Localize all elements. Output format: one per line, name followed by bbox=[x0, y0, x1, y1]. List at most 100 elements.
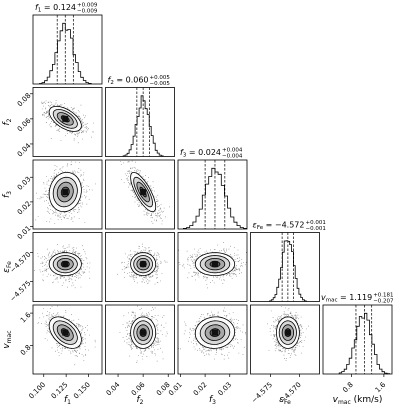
axis-symbol: ε bbox=[279, 395, 284, 405]
panel-content bbox=[178, 242, 247, 289]
panel-content bbox=[267, 306, 309, 361]
histogram-step-f1 bbox=[39, 22, 92, 84]
panel-title-f2: f2 = 0.060 bbox=[108, 76, 149, 87]
x-axis-label-eFe: εFe bbox=[279, 395, 291, 406]
histogram-panel-f1 bbox=[32, 14, 103, 85]
panel-title-f3: f3 = 0.024 bbox=[180, 148, 221, 159]
title-subscript: 1 bbox=[38, 8, 42, 14]
axis-subscript: Fe bbox=[6, 261, 13, 268]
panels-layer bbox=[32, 14, 393, 375]
histogram-panel-eFe bbox=[250, 232, 320, 302]
title-error-minus: −0.009 bbox=[77, 9, 98, 15]
axis-subscript: Fe bbox=[284, 399, 291, 406]
axis-unit: (km/s) bbox=[351, 395, 383, 405]
title-symbol: v bbox=[321, 293, 326, 302]
title-error-plus: +0.001 bbox=[305, 220, 325, 226]
y-axis-label-eFe: εFe bbox=[2, 261, 13, 273]
axis-subscript: 2 bbox=[6, 118, 13, 122]
title-subscript: 3 bbox=[183, 153, 187, 159]
title-error-minus: −0.207 bbox=[373, 299, 394, 305]
axis-subscript: 3 bbox=[212, 399, 216, 406]
title-symbol: f bbox=[35, 3, 39, 12]
title-value: = 1.119 bbox=[338, 293, 373, 302]
panel-content bbox=[37, 305, 96, 366]
y-axis-label-f2: f2 bbox=[2, 118, 13, 125]
x-axis-label-f2: f2 bbox=[137, 395, 144, 406]
histogram-step-f2 bbox=[122, 95, 164, 157]
axis-symbol: f bbox=[2, 121, 12, 126]
panel-content bbox=[120, 160, 170, 225]
title-error-minus: −0.005 bbox=[150, 81, 171, 87]
title-value: = 0.124 bbox=[41, 3, 76, 12]
title-error-plus: +0.004 bbox=[222, 148, 243, 154]
panel-content bbox=[178, 307, 247, 360]
scatter-panel-f2-vmac bbox=[105, 304, 175, 375]
panel-title-vmac: vmac = 1.119 bbox=[321, 293, 372, 304]
title-error-plus: +0.181 bbox=[373, 293, 393, 299]
x-axis-label-f3: f3 bbox=[209, 395, 216, 406]
histogram-panel-vmac bbox=[322, 304, 393, 375]
axis-symbol: v bbox=[333, 395, 339, 405]
title-value: = 0.060 bbox=[114, 76, 149, 85]
panel-content bbox=[34, 244, 91, 289]
contour-core bbox=[62, 329, 69, 336]
panel-frame bbox=[177, 159, 248, 230]
panel-frame bbox=[32, 14, 103, 85]
contour-core bbox=[140, 329, 147, 336]
axis-symbol: f bbox=[209, 395, 214, 405]
contour-core bbox=[62, 189, 69, 196]
title-symbol: f bbox=[180, 148, 184, 157]
title-value: = −4.572 bbox=[263, 221, 304, 230]
title-error-plus: +0.005 bbox=[150, 75, 171, 81]
axis-symbol: f bbox=[64, 395, 69, 405]
contour-core bbox=[140, 261, 147, 268]
scatter-panel-f1-f3 bbox=[32, 159, 103, 230]
x-axis-label-f1: f1 bbox=[64, 395, 71, 406]
panel-frame bbox=[105, 304, 175, 375]
panel-content bbox=[35, 160, 96, 224]
panel-frame bbox=[32, 87, 103, 157]
contour-core bbox=[211, 329, 218, 336]
axis-subscript: 1 bbox=[67, 399, 71, 406]
scatter-panel-f2-f3 bbox=[105, 159, 175, 230]
panel-frame bbox=[177, 232, 248, 302]
panel-frame bbox=[250, 304, 320, 375]
title-error-minus: −0.001 bbox=[305, 226, 325, 232]
histogram-panel-f3 bbox=[177, 159, 248, 230]
panel-frame bbox=[105, 159, 175, 230]
panel-frame bbox=[177, 304, 248, 375]
axis-subscript: 3 bbox=[6, 191, 13, 195]
panel-content bbox=[119, 305, 168, 363]
scatter-panel-f3-vmac bbox=[177, 304, 248, 375]
panel-content bbox=[41, 100, 94, 144]
axis-subscript: mac bbox=[6, 330, 13, 343]
x-axis-label-vmac: vmac (km/s) bbox=[333, 395, 383, 406]
contour-core bbox=[62, 261, 69, 268]
title-symbol: f bbox=[108, 76, 112, 85]
contour-core bbox=[140, 189, 147, 196]
title-symbol: ε bbox=[253, 221, 258, 230]
panel-frame bbox=[32, 159, 103, 230]
title-error-plus: +0.009 bbox=[77, 3, 98, 9]
axis-subscript: 2 bbox=[140, 399, 144, 406]
y-axis-label-vmac: vmac bbox=[2, 330, 13, 348]
scatter-panel-f1-vmac bbox=[32, 304, 103, 375]
axis-subscript: mac bbox=[338, 399, 351, 406]
axis-symbol: v bbox=[2, 343, 12, 349]
panel-frame bbox=[105, 87, 175, 157]
axis-symbol: ε bbox=[2, 268, 12, 273]
panel-title-eFe: εFe = −4.572 bbox=[253, 221, 305, 232]
panel-frame bbox=[32, 232, 103, 302]
scatter-panel-eFe-vmac bbox=[250, 304, 320, 375]
title-subscript: Fe bbox=[257, 225, 264, 231]
axis-symbol: f bbox=[137, 395, 142, 405]
title-error-minus: −0.004 bbox=[222, 154, 243, 160]
contour-core bbox=[284, 329, 291, 336]
histogram-step-vmac bbox=[338, 312, 390, 375]
panel-frame bbox=[32, 304, 103, 375]
panel-frame bbox=[105, 232, 175, 302]
scatter-panel-f1-eFe bbox=[32, 232, 103, 302]
panel-content bbox=[117, 243, 168, 285]
histogram-panel-f2 bbox=[105, 87, 175, 157]
contour-core bbox=[211, 261, 218, 268]
